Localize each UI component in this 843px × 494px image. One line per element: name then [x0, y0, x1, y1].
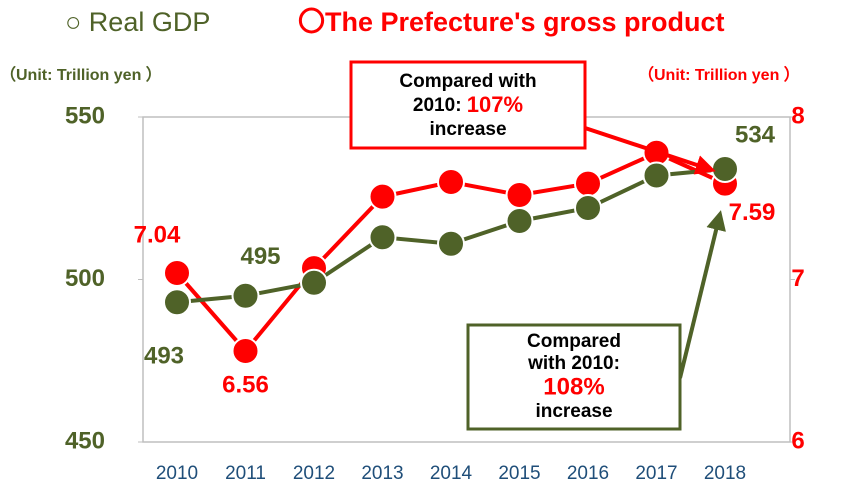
y2-tick-label: 6 [791, 427, 804, 454]
y-tick-label: 550 [65, 102, 105, 129]
point [368, 182, 397, 211]
point [163, 288, 191, 317]
point [437, 168, 465, 196]
arrow [678, 210, 726, 379]
point [505, 181, 534, 209]
point [231, 337, 260, 365]
y-tick-label: 500 [65, 265, 105, 292]
annotation-text: increase [535, 401, 612, 422]
x-tick-label: 2017 [635, 463, 677, 484]
point [368, 223, 397, 252]
legend-real-gdp: ○ Real GDP [65, 7, 210, 37]
annotation-text: increase [429, 119, 506, 140]
annotation-text: Compared with [399, 71, 536, 92]
y-tick-label: 450 [65, 427, 105, 454]
point [231, 281, 260, 310]
y2-axis-label: （Unit: Trillion yen ） [638, 66, 800, 84]
y-axis-label: （Unit: Trillion yen ） [0, 66, 162, 84]
y2-tick-label: 7 [791, 265, 804, 292]
point [437, 229, 465, 258]
annotation-box [466, 323, 682, 431]
y2-tick-label: 8 [791, 102, 804, 129]
point [642, 161, 671, 190]
annotation-box [349, 60, 587, 150]
data-label: 534 [735, 121, 776, 148]
point [574, 194, 602, 222]
point [505, 207, 534, 235]
x-tick-label: 2016 [567, 463, 609, 484]
point [574, 169, 602, 198]
point [300, 268, 328, 297]
data-label: 7.04 [134, 221, 181, 248]
x-tick-label: 2018 [704, 463, 746, 484]
arrow [584, 126, 716, 175]
x-tick-label: 2013 [361, 463, 403, 484]
data-label: 493 [144, 343, 184, 370]
annotation-text: Compared [527, 331, 621, 352]
data-label: 6.56 [222, 371, 269, 398]
annotation-highlight: 107% [467, 92, 523, 117]
data-label: 7.59 [729, 199, 776, 226]
point [163, 259, 191, 287]
data-label: 495 [240, 243, 280, 270]
point [711, 155, 739, 183]
annotation-text: 2010: 107% [413, 92, 523, 117]
x-tick-label: 2011 [225, 463, 266, 484]
x-tick-label: 2015 [498, 463, 540, 484]
x-tick-label: 2010 [156, 463, 198, 484]
legend-prefecture: 〇The Prefecture's gross product [298, 7, 725, 37]
annotation-red: Compared with 2010: 107% increase [349, 60, 716, 175]
annotation-green: Compared with 2010: 108% increase [466, 210, 726, 431]
annotation-text: 2010: [413, 95, 467, 116]
annotation-highlight: 108% [543, 373, 604, 400]
x-tick-label: 2012 [293, 463, 335, 484]
annotation-text: with 2010: [527, 353, 620, 374]
x-tick-label: 2014 [430, 463, 473, 484]
